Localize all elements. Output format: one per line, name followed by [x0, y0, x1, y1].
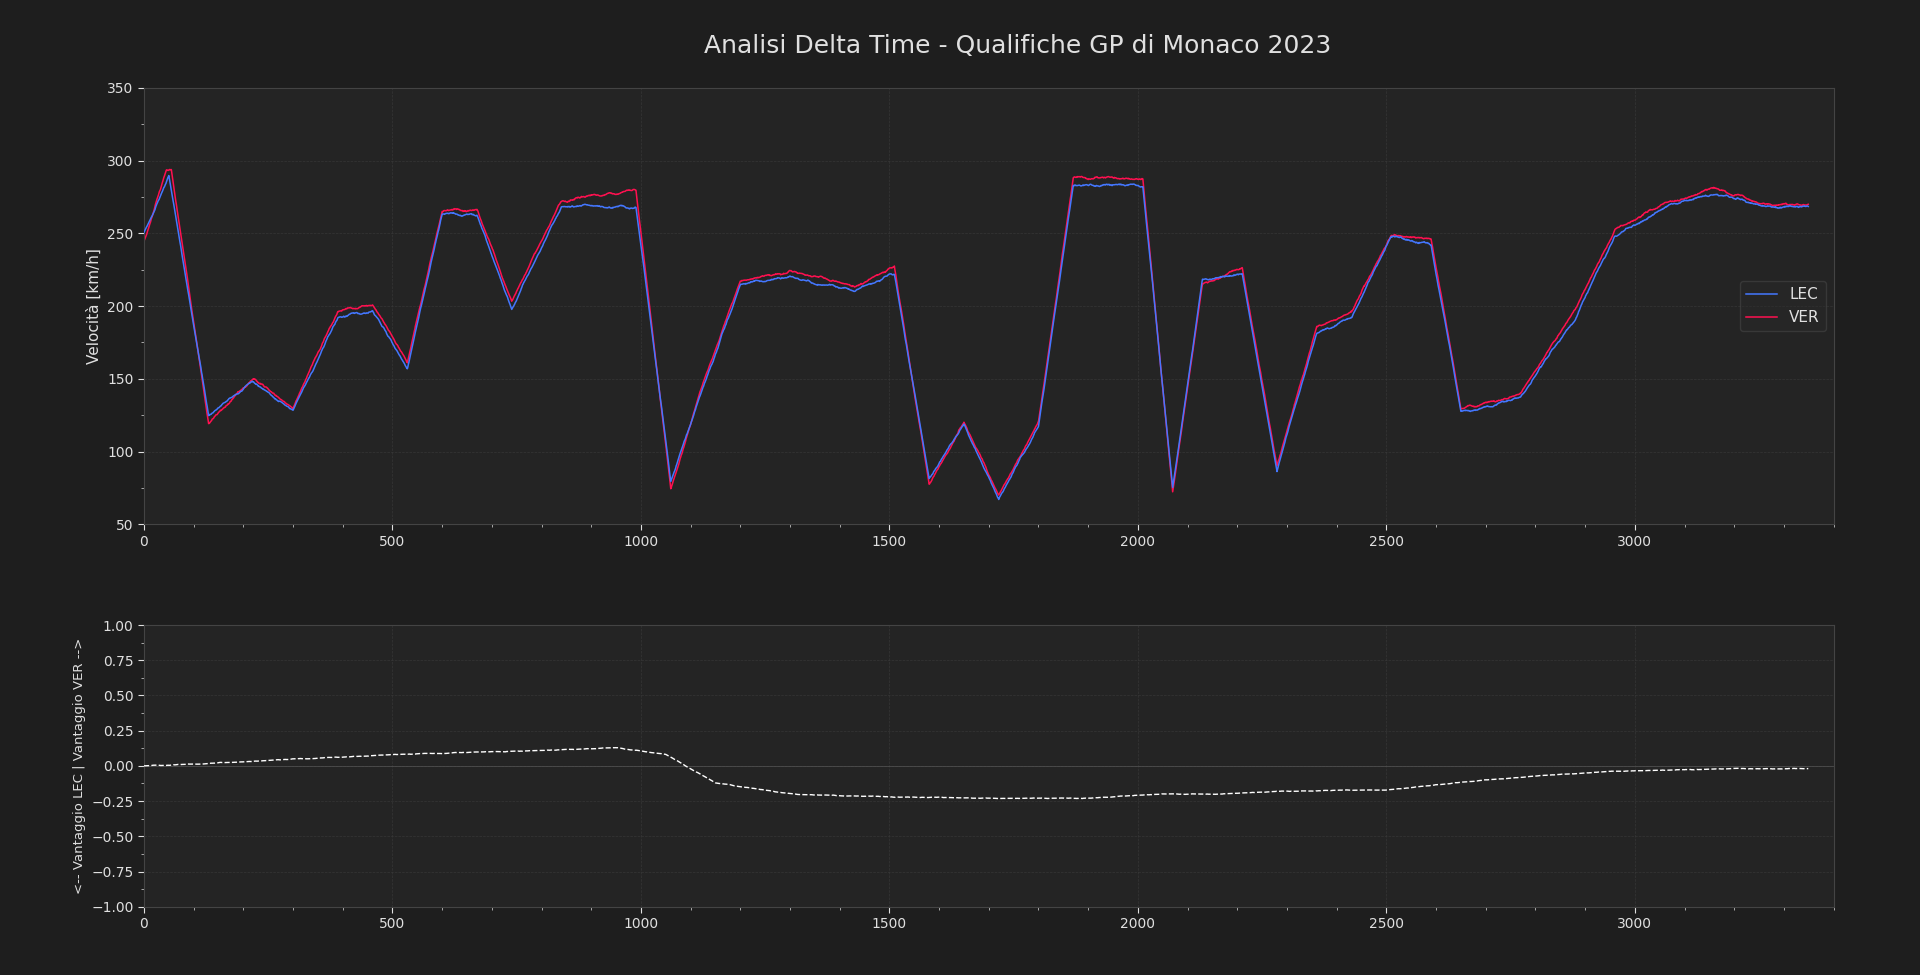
VER [1709, 190, 1732, 202]
LEC [497, 290, 520, 301]
Legend: LEC, VER: LEC, VER [1740, 281, 1826, 332]
LEC [132, 235, 156, 247]
VER [1751, 200, 1774, 212]
VER [497, 296, 520, 308]
Line: LEC: LEC [144, 170, 1809, 495]
LEC [1686, 188, 1709, 200]
VER [1686, 191, 1709, 203]
VER [1797, 201, 1820, 213]
LEC [987, 489, 1010, 501]
VER [132, 226, 156, 238]
Line: VER: VER [144, 176, 1809, 499]
Text: Analisi Delta Time - Qualifiche GP di Monaco 2023: Analisi Delta Time - Qualifiche GP di Mo… [705, 34, 1331, 58]
LEC [1751, 198, 1774, 210]
VER [157, 170, 180, 181]
LEC [1797, 199, 1820, 211]
Y-axis label: Velocità [km/h]: Velocità [km/h] [86, 249, 102, 364]
LEC [157, 164, 180, 176]
LEC [1054, 227, 1077, 239]
VER [1054, 233, 1077, 245]
Y-axis label: <-- Vantaggio LEC | Vantaggio VER -->: <-- Vantaggio LEC | Vantaggio VER --> [73, 638, 86, 894]
VER [987, 493, 1010, 505]
LEC [1315, 317, 1338, 329]
LEC [1709, 184, 1732, 196]
VER [1315, 322, 1338, 333]
